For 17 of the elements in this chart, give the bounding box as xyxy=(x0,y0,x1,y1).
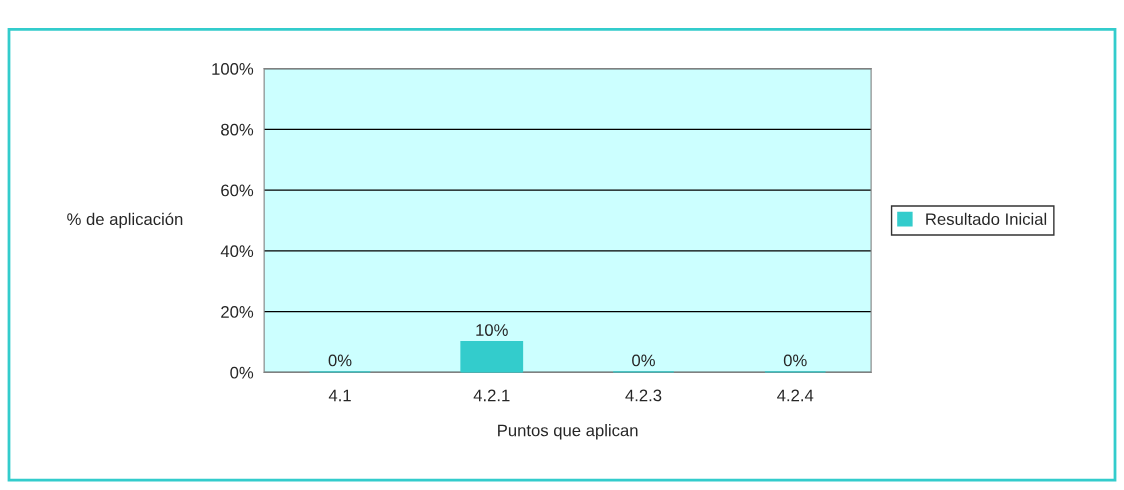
y-tick-label: 0% xyxy=(230,366,254,379)
y-tick-label: 60% xyxy=(221,184,254,197)
legend-label: Resultado Inicial xyxy=(926,212,1047,226)
x-tick-label: 4.2.1 xyxy=(473,389,510,402)
x-tick-label: 4.2.3 xyxy=(625,389,662,402)
y-tick-label: 100% xyxy=(212,63,254,75)
x-axis-title: Puntos que aplican xyxy=(498,424,638,440)
x-tick-label: 4.1 xyxy=(328,389,351,402)
text: 0% xyxy=(328,354,352,367)
y-axis-title: % de aplicación xyxy=(67,212,183,229)
text: 0% xyxy=(783,354,807,367)
x-tick-label: 4.2.4 xyxy=(777,389,814,402)
y-tick-label: 40% xyxy=(220,245,254,258)
y-tick-label: 20% xyxy=(221,306,254,318)
text: 0% xyxy=(632,354,655,367)
y-tick-label: 80% xyxy=(221,123,254,136)
text: 10% xyxy=(476,324,508,336)
